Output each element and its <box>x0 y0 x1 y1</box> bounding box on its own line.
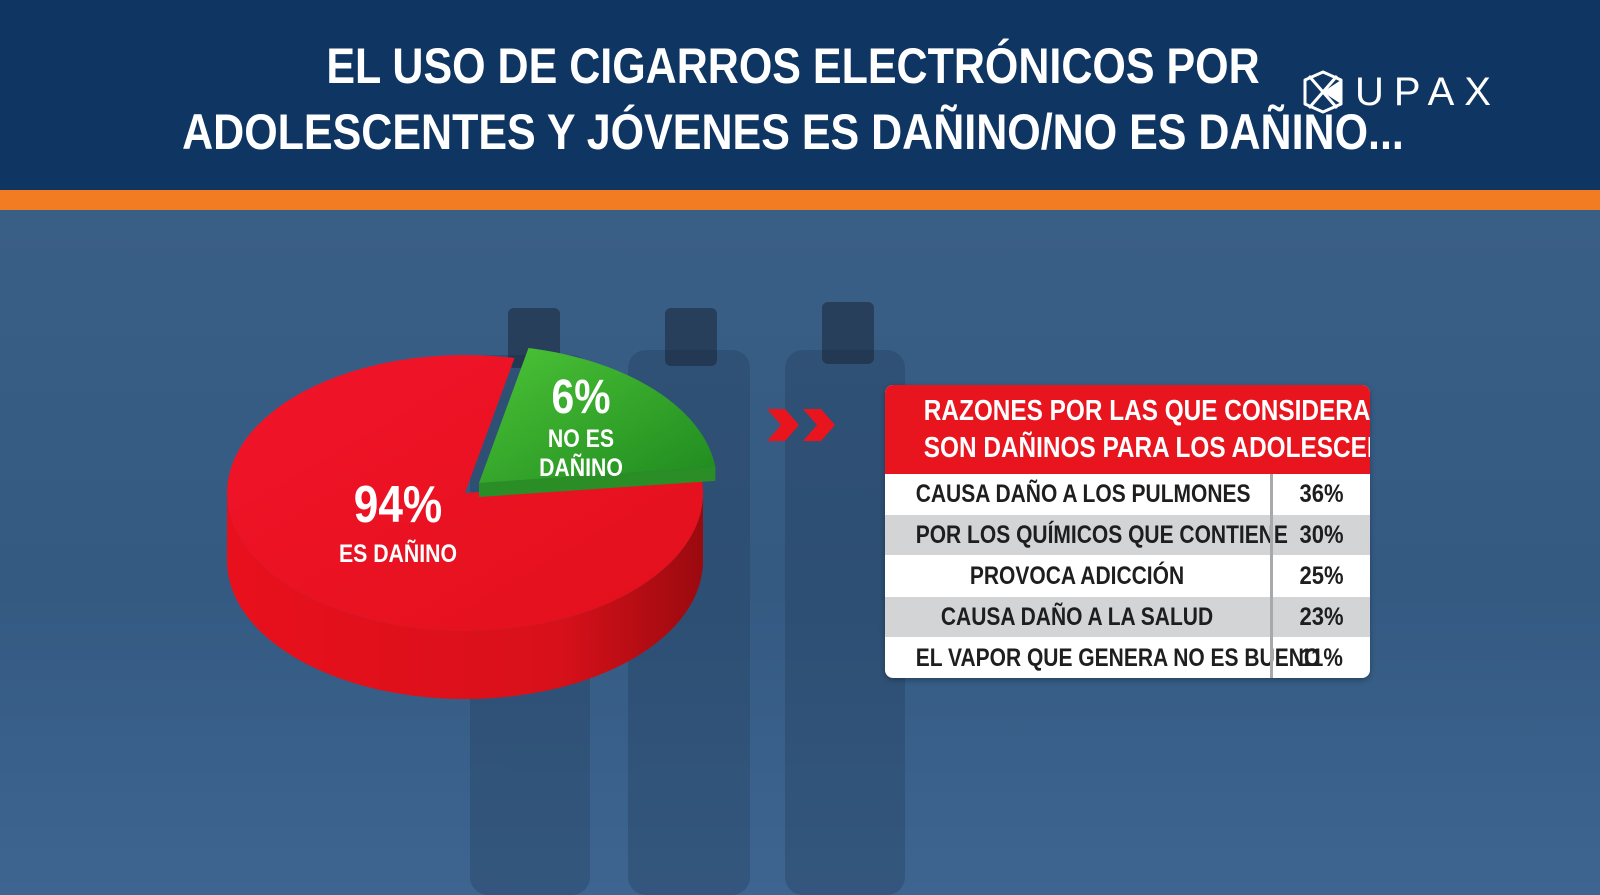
upax-logo-icon <box>1303 70 1343 114</box>
reason-value: 11% <box>1300 644 1343 672</box>
slice-label-not-harmful-text: NO ES DAÑINO <box>539 425 623 482</box>
slice-label-harmful-text: ES DAÑINO <box>338 540 458 568</box>
table-row: PROVOCA ADICCIÓN 25% <box>885 556 1370 596</box>
pie-slice-harmful <box>227 355 704 631</box>
reason-value: 30% <box>1299 521 1344 549</box>
reasons-table-title: RAZONES POR LAS QUE CONSIDERA QUE SON DA… <box>885 385 1370 474</box>
double-chevron-right-icon <box>767 409 835 441</box>
pie-slice-not-harmful-edge <box>479 466 716 497</box>
reason-label: CAUSA DAÑO A LA SALUD <box>940 603 1214 631</box>
slice-label-not-harmful-value: 6% <box>551 371 611 424</box>
reason-label: POR LOS QUÍMICOS QUE CONTIENE <box>915 521 1288 549</box>
logo-text: UPAX <box>1355 70 1501 114</box>
orange-divider-band <box>0 190 1600 210</box>
reason-label: PROVOCA ADICCIÓN <box>969 562 1185 590</box>
reasons-table-title-line-1: RAZONES POR LAS QUE CONSIDERA QUE <box>923 395 1370 427</box>
pie-chart <box>227 348 716 699</box>
table-row: CAUSA DAÑO A LA SALUD 23% <box>885 597 1370 637</box>
reason-value: 25% <box>1299 562 1344 590</box>
slice-label-harmful-value: 94% <box>353 476 443 534</box>
pie-side-wall <box>227 493 703 699</box>
page-title-line-2: ADOLESCENTES Y JÓVENES ES DAÑINO/NO ES D… <box>182 104 1404 160</box>
reason-value: 23% <box>1299 603 1344 631</box>
upax-logo: UPAX <box>1297 68 1507 116</box>
table-row: CAUSA DAÑO A LOS PULMONES 36% <box>885 474 1370 514</box>
table-column-divider <box>1270 474 1273 678</box>
table-row: EL VAPOR QUE GENERA NO ES BUENO 11% <box>885 638 1370 678</box>
reason-value: 36% <box>1299 480 1344 508</box>
pie-slice-not-harmful <box>479 348 716 483</box>
reason-label: EL VAPOR QUE GENERA NO ES BUENO <box>915 644 1321 672</box>
page-title-line-1: EL USO DE CIGARROS ELECTRÓNICOS POR <box>326 38 1260 94</box>
reasons-table: RAZONES POR LAS QUE CONSIDERA QUE SON DA… <box>885 385 1370 678</box>
reasons-table-title-line-2: SON DAÑINOS PARA LOS ADOLESCENTES <box>923 432 1370 464</box>
table-row: POR LOS QUÍMICOS QUE CONTIENE 30% <box>885 515 1370 555</box>
reason-label: CAUSA DAÑO A LOS PULMONES <box>915 480 1251 508</box>
header-bar: EL USO DE CIGARROS ELECTRÓNICOS POR ADOL… <box>0 0 1600 190</box>
